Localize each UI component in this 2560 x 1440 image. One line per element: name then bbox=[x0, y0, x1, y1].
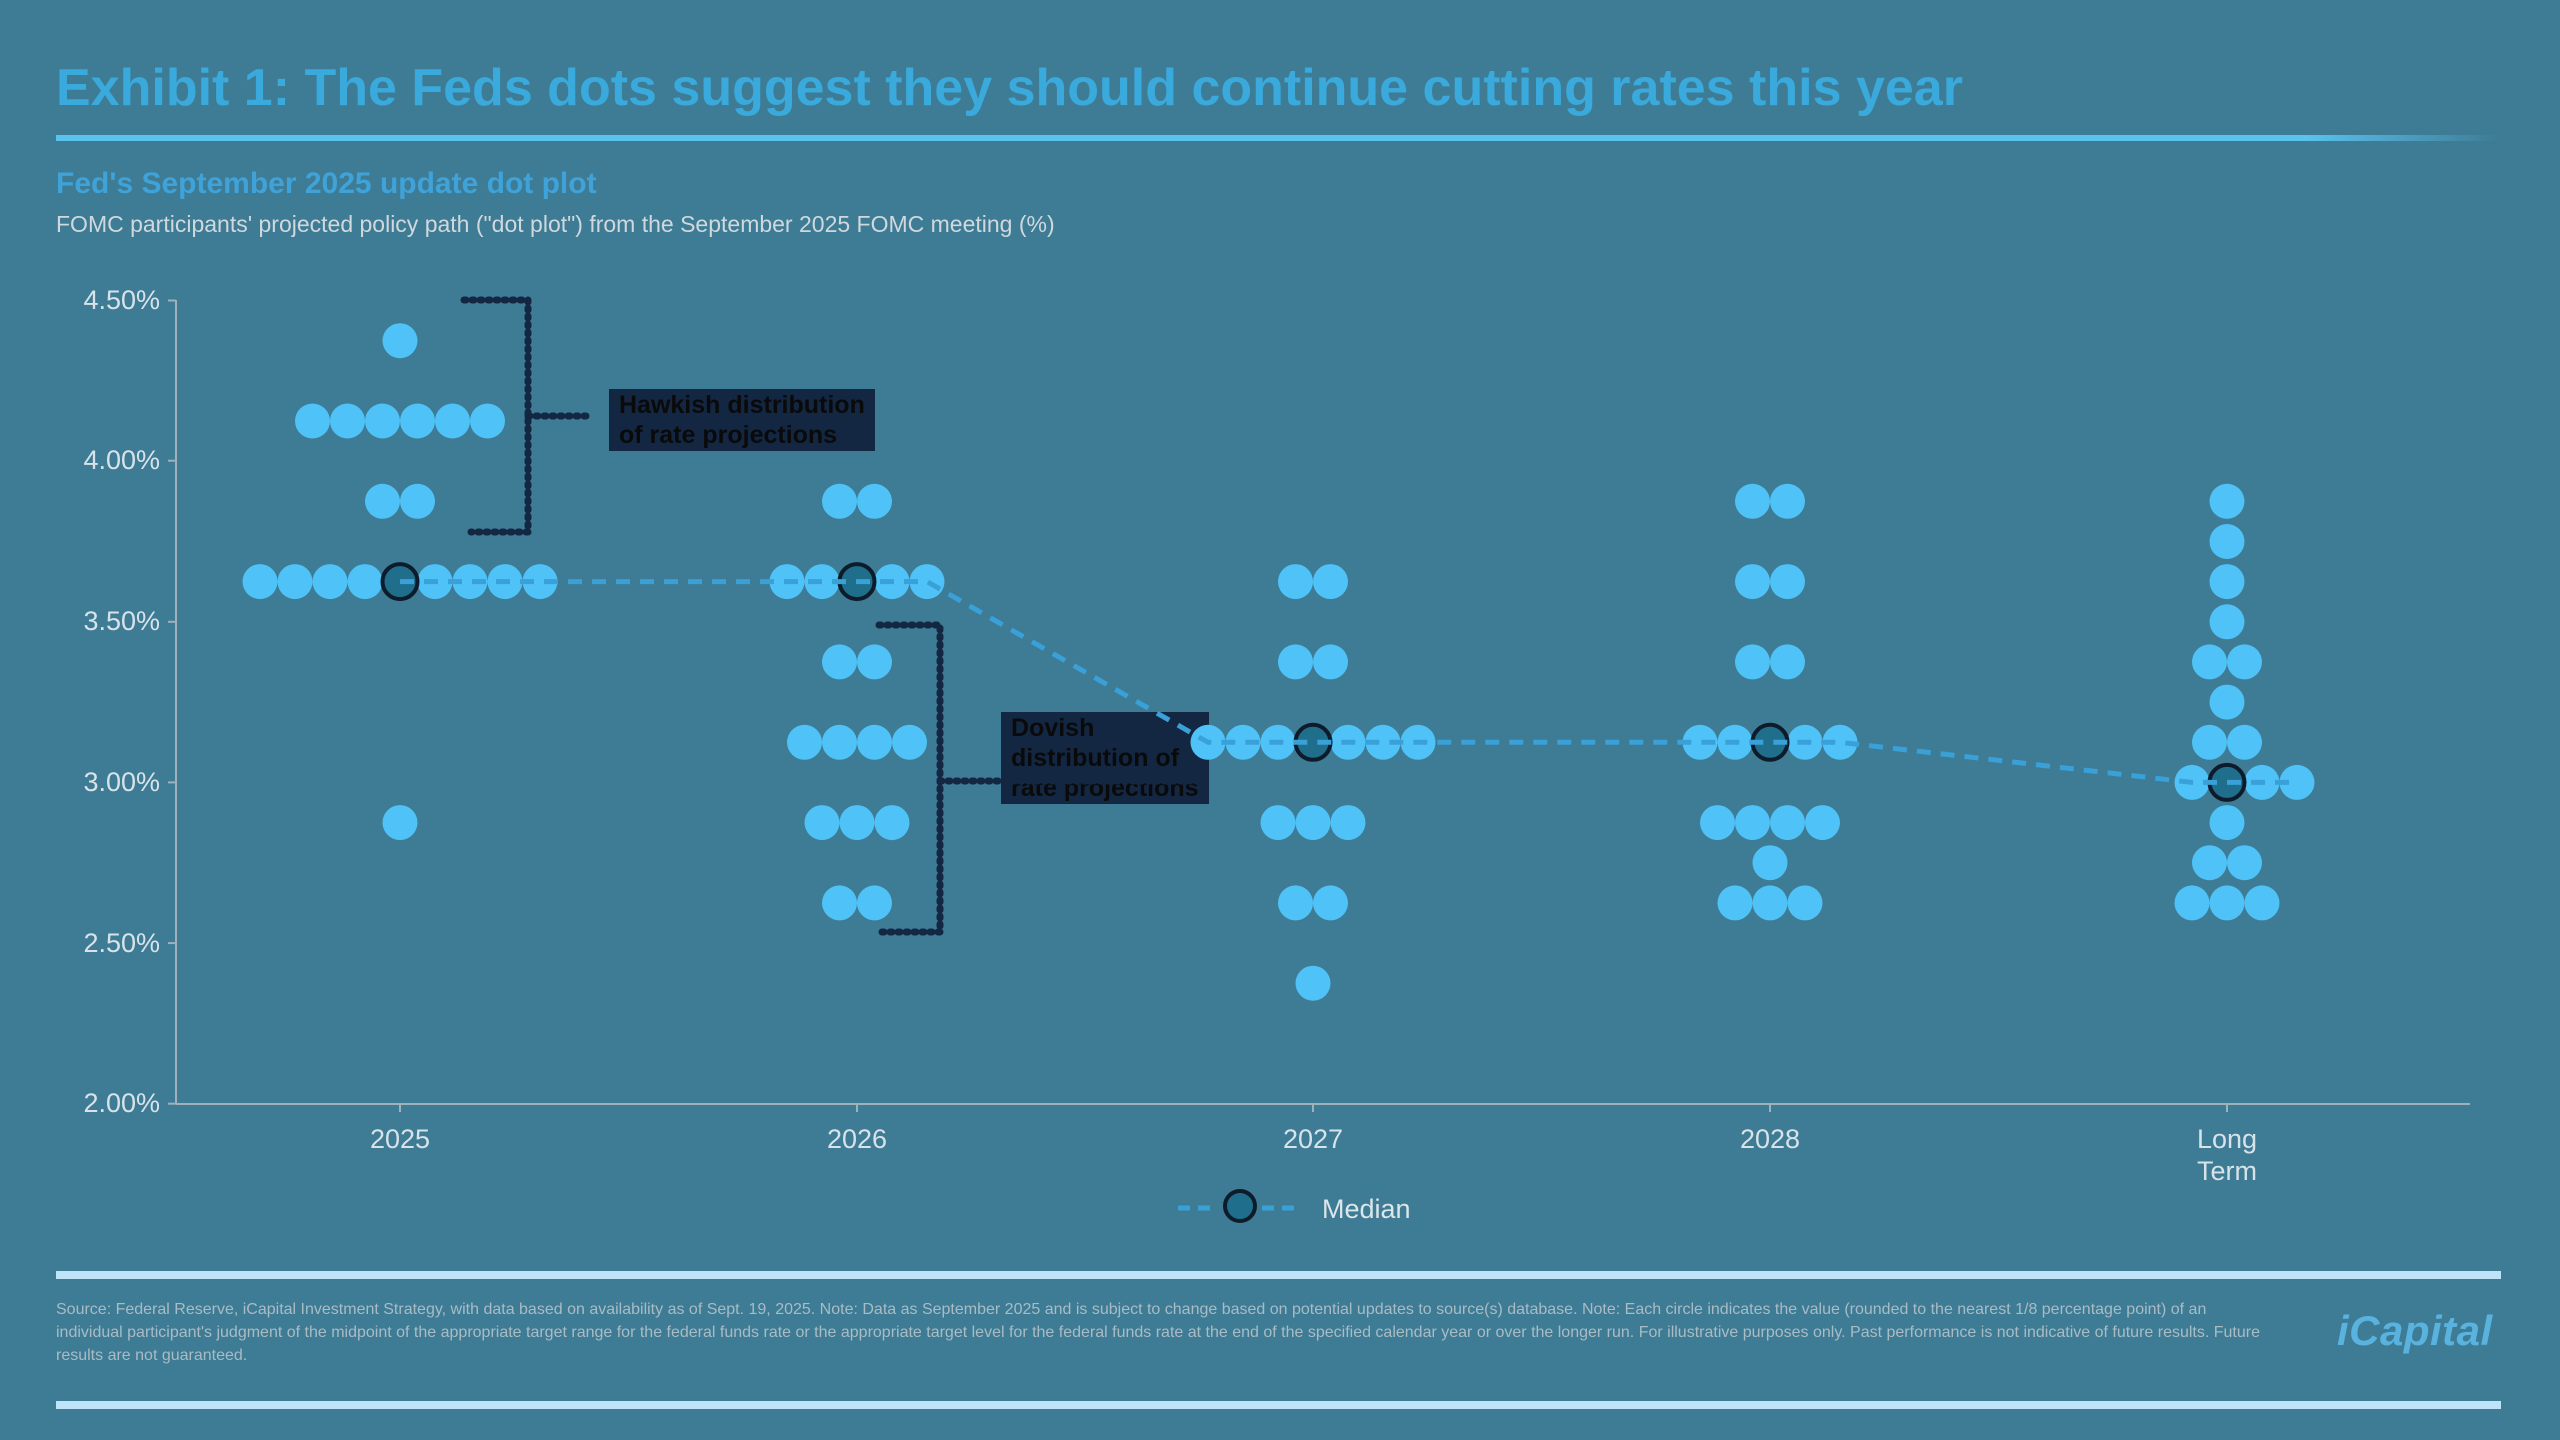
svg-text:2027: 2027 bbox=[1283, 1124, 1343, 1154]
svg-text:Term: Term bbox=[2197, 1156, 2257, 1186]
svg-text:4.50%: 4.50% bbox=[83, 285, 160, 315]
svg-text:3.50%: 3.50% bbox=[83, 606, 160, 636]
svg-text:4.00%: 4.00% bbox=[83, 445, 160, 475]
svg-text:3.00%: 3.00% bbox=[83, 767, 160, 797]
svg-text:2025: 2025 bbox=[370, 1124, 430, 1154]
svg-text:2.00%: 2.00% bbox=[83, 1088, 160, 1118]
svg-text:2028: 2028 bbox=[1740, 1124, 1800, 1154]
svg-text:Long: Long bbox=[2197, 1124, 2257, 1154]
svg-text:2026: 2026 bbox=[827, 1124, 887, 1154]
svg-text:2.50%: 2.50% bbox=[83, 928, 160, 958]
svg-text:Median: Median bbox=[1322, 1194, 1411, 1224]
